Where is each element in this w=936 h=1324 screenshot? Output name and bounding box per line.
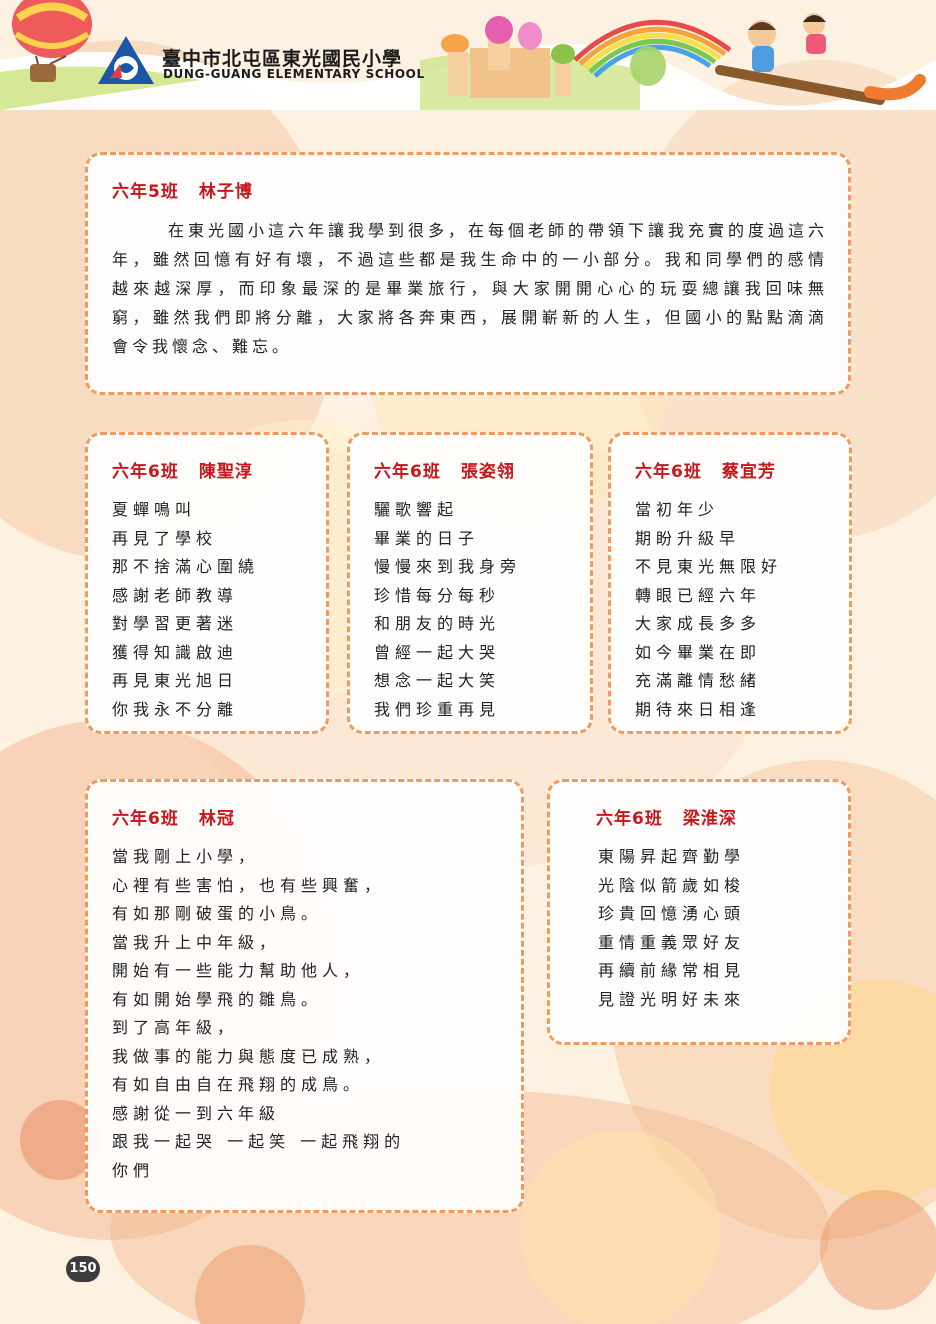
class-label: 六年6班 bbox=[596, 809, 663, 829]
poem-line: 你們 bbox=[112, 1160, 155, 1180]
page-number: 150 bbox=[66, 1256, 100, 1282]
poem-line: 有如開始學飛的雛鳥。 bbox=[112, 989, 323, 1009]
poem-line: 期待來日相逢 bbox=[635, 699, 762, 719]
poem-line: 開始有一些能力幫助他人， bbox=[112, 961, 365, 980]
rainbow-icon bbox=[573, 19, 732, 78]
poem-line: 見證光明好未來 bbox=[598, 989, 746, 1009]
kids-painting-icon bbox=[715, 13, 926, 105]
poem-line: 期盼升級早 bbox=[635, 528, 741, 548]
poem-line: 有如那剛破蛋的小鳥。 bbox=[112, 904, 323, 923]
author-name: 陳聖淳 bbox=[198, 462, 253, 482]
class-label: 六年6班 bbox=[374, 462, 441, 482]
poem-line: 心裡有些害怕，也有些興奮， bbox=[112, 875, 386, 895]
poem-line: 重情重義眾好友 bbox=[598, 932, 746, 952]
card-title: 六年6班 張姿翎 bbox=[374, 457, 570, 482]
poem-line: 珍惜每分每秒 bbox=[374, 585, 501, 605]
poem-line: 感謝老師教導 bbox=[112, 585, 239, 605]
poem-line: 獲得知識啟迪 bbox=[112, 642, 239, 662]
poem-lines: 驪歌響起 畢業的日子 慢慢來到我身旁 珍惜每分每秒 和朋友的時光 曾經一起大哭 … bbox=[374, 496, 570, 724]
class-label: 六年6班 bbox=[112, 809, 179, 829]
author-name: 林冠 bbox=[198, 809, 235, 829]
author-name: 梁淮深 bbox=[682, 809, 737, 829]
poem-line: 你我永不分離 bbox=[112, 699, 239, 719]
poem-line: 和朋友的時光 bbox=[374, 614, 501, 633]
card-title: 六年5班 林子博 bbox=[112, 177, 828, 202]
card-title: 六年6班 梁淮深 bbox=[574, 804, 828, 829]
class-label: 六年6班 bbox=[635, 462, 702, 482]
poem-line: 跟我一起哭 一起笑 一起飛翔的 bbox=[112, 1132, 406, 1151]
class-label: 六年5班 bbox=[112, 182, 179, 202]
poem-card: 六年6班 蔡宜芳 當初年少 期盼升級早 不見東光無限好 轉眼已經六年 大家成長多多… bbox=[608, 432, 852, 734]
poem-line: 當初年少 bbox=[635, 500, 720, 519]
poem-card: 六年6班 梁淮深 東陽昇起齊勤學 光陰似箭歲如梭 珍貴回憶湧心頭 重情重義眾好友 … bbox=[547, 779, 851, 1045]
school-name: 臺中市北屯區東光國民小學 bbox=[162, 48, 403, 70]
poem-card: 六年6班 陳聖淳 夏蟬鳴叫 再見了學校 那不捨滿心圍繞 感謝老師教導 對學習更著迷… bbox=[85, 432, 329, 734]
poem-line: 我做事的能力與態度已成熟， bbox=[112, 1046, 386, 1066]
poem-line: 再見東光旭日 bbox=[112, 671, 239, 690]
card-title: 六年6班 蔡宜芳 bbox=[635, 457, 829, 482]
hot-air-balloon-icon bbox=[12, 0, 92, 82]
author-name: 蔡宜芳 bbox=[721, 462, 776, 482]
poem-line: 那不捨滿心圍繞 bbox=[112, 557, 260, 576]
poem-line: 曾經一起大哭 bbox=[374, 642, 501, 662]
poem-line: 充滿離情愁緒 bbox=[635, 671, 762, 690]
poem-line: 慢慢來到我身旁 bbox=[374, 557, 522, 576]
poem-line: 夏蟬鳴叫 bbox=[112, 500, 197, 519]
poem-line: 當我升上中年級， bbox=[112, 932, 281, 952]
essay-card: 六年5班 林子博 在東光國小這六年讓我學到很多，在每個老師的帶領下讓我充實的度過這… bbox=[85, 152, 851, 395]
poem-line: 大家成長多多 bbox=[635, 614, 762, 633]
card-title: 六年6班 林冠 bbox=[112, 804, 501, 829]
poem-line: 驪歌響起 bbox=[374, 500, 459, 519]
poem-line: 再見了學校 bbox=[112, 528, 218, 548]
poem-line: 東陽昇起齊勤學 bbox=[598, 847, 746, 866]
poem-line: 光陰似箭歲如梭 bbox=[598, 875, 746, 895]
poem-line: 如今畢業在即 bbox=[635, 642, 762, 662]
poem-card: 六年6班 張姿翎 驪歌響起 畢業的日子 慢慢來到我身旁 珍惜每分每秒 和朋友的時光… bbox=[347, 432, 593, 734]
author-name: 林子博 bbox=[198, 182, 253, 202]
poem-line: 對學習更著迷 bbox=[112, 614, 239, 633]
author-name: 張姿翎 bbox=[460, 462, 515, 482]
poem-line: 畢業的日子 bbox=[374, 528, 480, 548]
poem-line: 珍貴回憶湧心頭 bbox=[598, 904, 746, 923]
poem-lines: 東陽昇起齊勤學 光陰似箭歲如梭 珍貴回憶湧心頭 重情重義眾好友 再續前緣常相見 … bbox=[574, 843, 828, 1014]
poem-line: 轉眼已經六年 bbox=[635, 585, 762, 605]
poem-card: 六年6班 林冠 當我剛上小學， 心裡有些害怕，也有些興奮， 有如那剛破蛋的小鳥。 … bbox=[85, 779, 524, 1213]
school-logo-icon bbox=[98, 36, 154, 84]
poem-line: 當我剛上小學， bbox=[112, 847, 260, 866]
page-header: 臺中市北屯區東光國民小學 DUNG-GUANG ELEMENTARY SCHOO… bbox=[0, 0, 936, 110]
poem-line: 我們珍重再見 bbox=[374, 699, 501, 719]
school-name-english: DUNG-GUANG ELEMENTARY SCHOOL bbox=[163, 67, 425, 81]
poem-lines: 當我剛上小學， 心裡有些害怕，也有些興奮， 有如那剛破蛋的小鳥。 當我升上中年級… bbox=[112, 843, 501, 1185]
poem-line: 不見東光無限好 bbox=[635, 557, 783, 576]
class-label: 六年6班 bbox=[112, 462, 179, 482]
poem-line: 想念一起大笑 bbox=[374, 671, 501, 690]
poem-line: 感謝從一到六年級 bbox=[112, 1103, 281, 1123]
poem-lines: 當初年少 期盼升級早 不見東光無限好 轉眼已經六年 大家成長多多 如今畢業在即 … bbox=[635, 496, 829, 724]
castle-icon bbox=[441, 16, 575, 98]
poem-line: 再續前緣常相見 bbox=[598, 961, 746, 980]
poem-line: 有如自由自在飛翔的成鳥。 bbox=[112, 1075, 365, 1094]
card-title: 六年6班 陳聖淳 bbox=[112, 457, 306, 482]
poem-line: 到了高年級， bbox=[112, 1018, 239, 1037]
poem-lines: 夏蟬鳴叫 再見了學校 那不捨滿心圍繞 感謝老師教導 對學習更著迷 獲得知識啟迪 … bbox=[112, 496, 306, 724]
essay-text: 在東光國小這六年讓我學到很多，在每個老師的帶領下讓我充實的度過這六年，雖然回憶有… bbox=[112, 221, 829, 356]
